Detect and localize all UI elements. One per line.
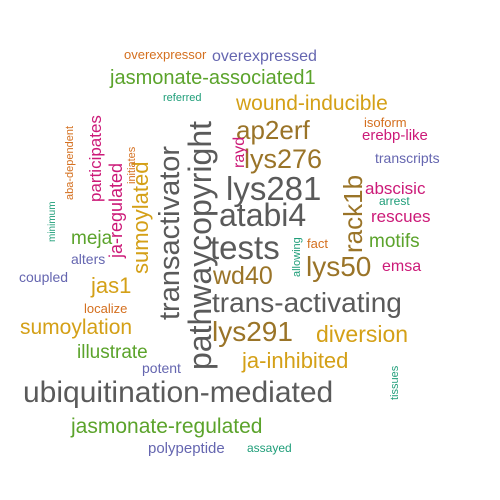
word-lys50: lys50 — [306, 251, 372, 282]
word-polypeptide: polypeptide — [148, 440, 225, 457]
word-ap2erf: ap2erf — [236, 115, 310, 145]
word-jasmonate-associated1: jasmonate-associated1 — [110, 67, 316, 89]
word-lys281: lys281 — [226, 170, 322, 207]
word-transcripts: transcripts — [375, 150, 440, 166]
word-illustrate: illustrate — [77, 342, 148, 363]
word-initiates: initiates — [126, 146, 138, 184]
word-tests: tests — [210, 229, 280, 266]
word-transactivator: transactivator — [154, 145, 186, 320]
word-fact: fact — [307, 236, 328, 251]
word-jas1: jas1 — [91, 273, 132, 298]
word-wd40: wd40 — [213, 262, 273, 290]
word-alters: alters — [71, 251, 106, 267]
word-diversion: diversion — [316, 321, 409, 347]
word-sumoylation: sumoylation — [20, 316, 133, 339]
word-rayd: rayd — [231, 136, 248, 168]
word-overexpressed: overexpressed — [212, 48, 317, 65]
word-coupled: coupled — [19, 269, 69, 285]
word-emsa: emsa — [382, 258, 422, 275]
word-rescues: rescues — [371, 207, 431, 226]
word-rack1b: rack1b — [338, 174, 368, 253]
word-ja-regulated: ja-regulated — [106, 162, 126, 258]
word-jasmonate-regulated: jasmonate-regulated — [71, 415, 263, 438]
word-atabi4: atabi4 — [219, 197, 307, 233]
word-referred: referred — [163, 92, 202, 104]
word-localize: localize — [84, 301, 128, 316]
word-allowing: allowing — [291, 237, 303, 277]
word-minimum: minimum — [47, 201, 58, 242]
word-ubiquitination-mediated: ubiquitination-mediated — [23, 376, 334, 409]
word-lys291: lys291 — [212, 316, 293, 347]
word-erebp-like: erebp-like — [362, 127, 428, 144]
word-ja-inhibited: ja-inhibited — [242, 348, 349, 373]
word-abscisic: abscisic — [365, 179, 426, 198]
word-lys276: lys276 — [244, 144, 323, 174]
word-meja: meja — [71, 228, 113, 249]
word-isoform: isoform — [364, 115, 407, 130]
word-potent: potent — [142, 360, 181, 376]
word-aba-dependent: aba-dependent — [64, 125, 76, 200]
word-tissues: tissues — [389, 365, 401, 400]
word-participates: participates — [86, 115, 105, 202]
word-assayed: assayed — [247, 441, 292, 455]
word-motifs: motifs — [369, 231, 420, 252]
word-arrest: arrest — [379, 194, 410, 208]
word-wound-inducible: wound-inducible — [236, 92, 388, 115]
word-overexpressor: overexpressor — [124, 47, 207, 62]
word-trans-activating: trans-activating — [212, 287, 402, 318]
